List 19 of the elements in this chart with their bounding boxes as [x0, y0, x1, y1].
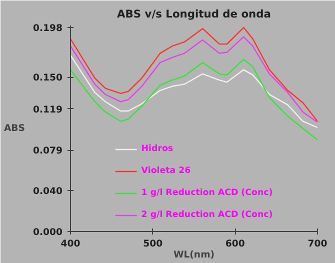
- y-tick-label: 0.000: [32, 227, 64, 238]
- y-axis-title: ABS: [4, 123, 26, 134]
- x-axis-title: WL(nm): [173, 250, 215, 260]
- y-tick-label: 0.040: [32, 186, 64, 197]
- x-tick-label: 700: [308, 238, 328, 250]
- y-tick-label: 0.119: [32, 104, 63, 116]
- y-tick-label: 0.079: [32, 146, 63, 157]
- x-tick-label: 400: [60, 238, 81, 250]
- y-tick-label: 0.198: [32, 23, 63, 34]
- x-tick-label: 600: [225, 238, 246, 250]
- x-tick-label: 500: [143, 238, 164, 250]
- line-series: [70, 58, 318, 140]
- legend-label: Hidros: [141, 143, 174, 155]
- line-series: [70, 54, 318, 128]
- y-tick-label: 0.150: [32, 72, 64, 84]
- legend-label: Violeta 26: [141, 165, 191, 177]
- legend-label: 2 g/l Reduction ACD (Conc): [141, 209, 273, 221]
- legend-label: 1 g/l Reduction ACD (Conc): [141, 187, 273, 199]
- chart-title: ABS v/s Longitud de onda: [117, 8, 271, 20]
